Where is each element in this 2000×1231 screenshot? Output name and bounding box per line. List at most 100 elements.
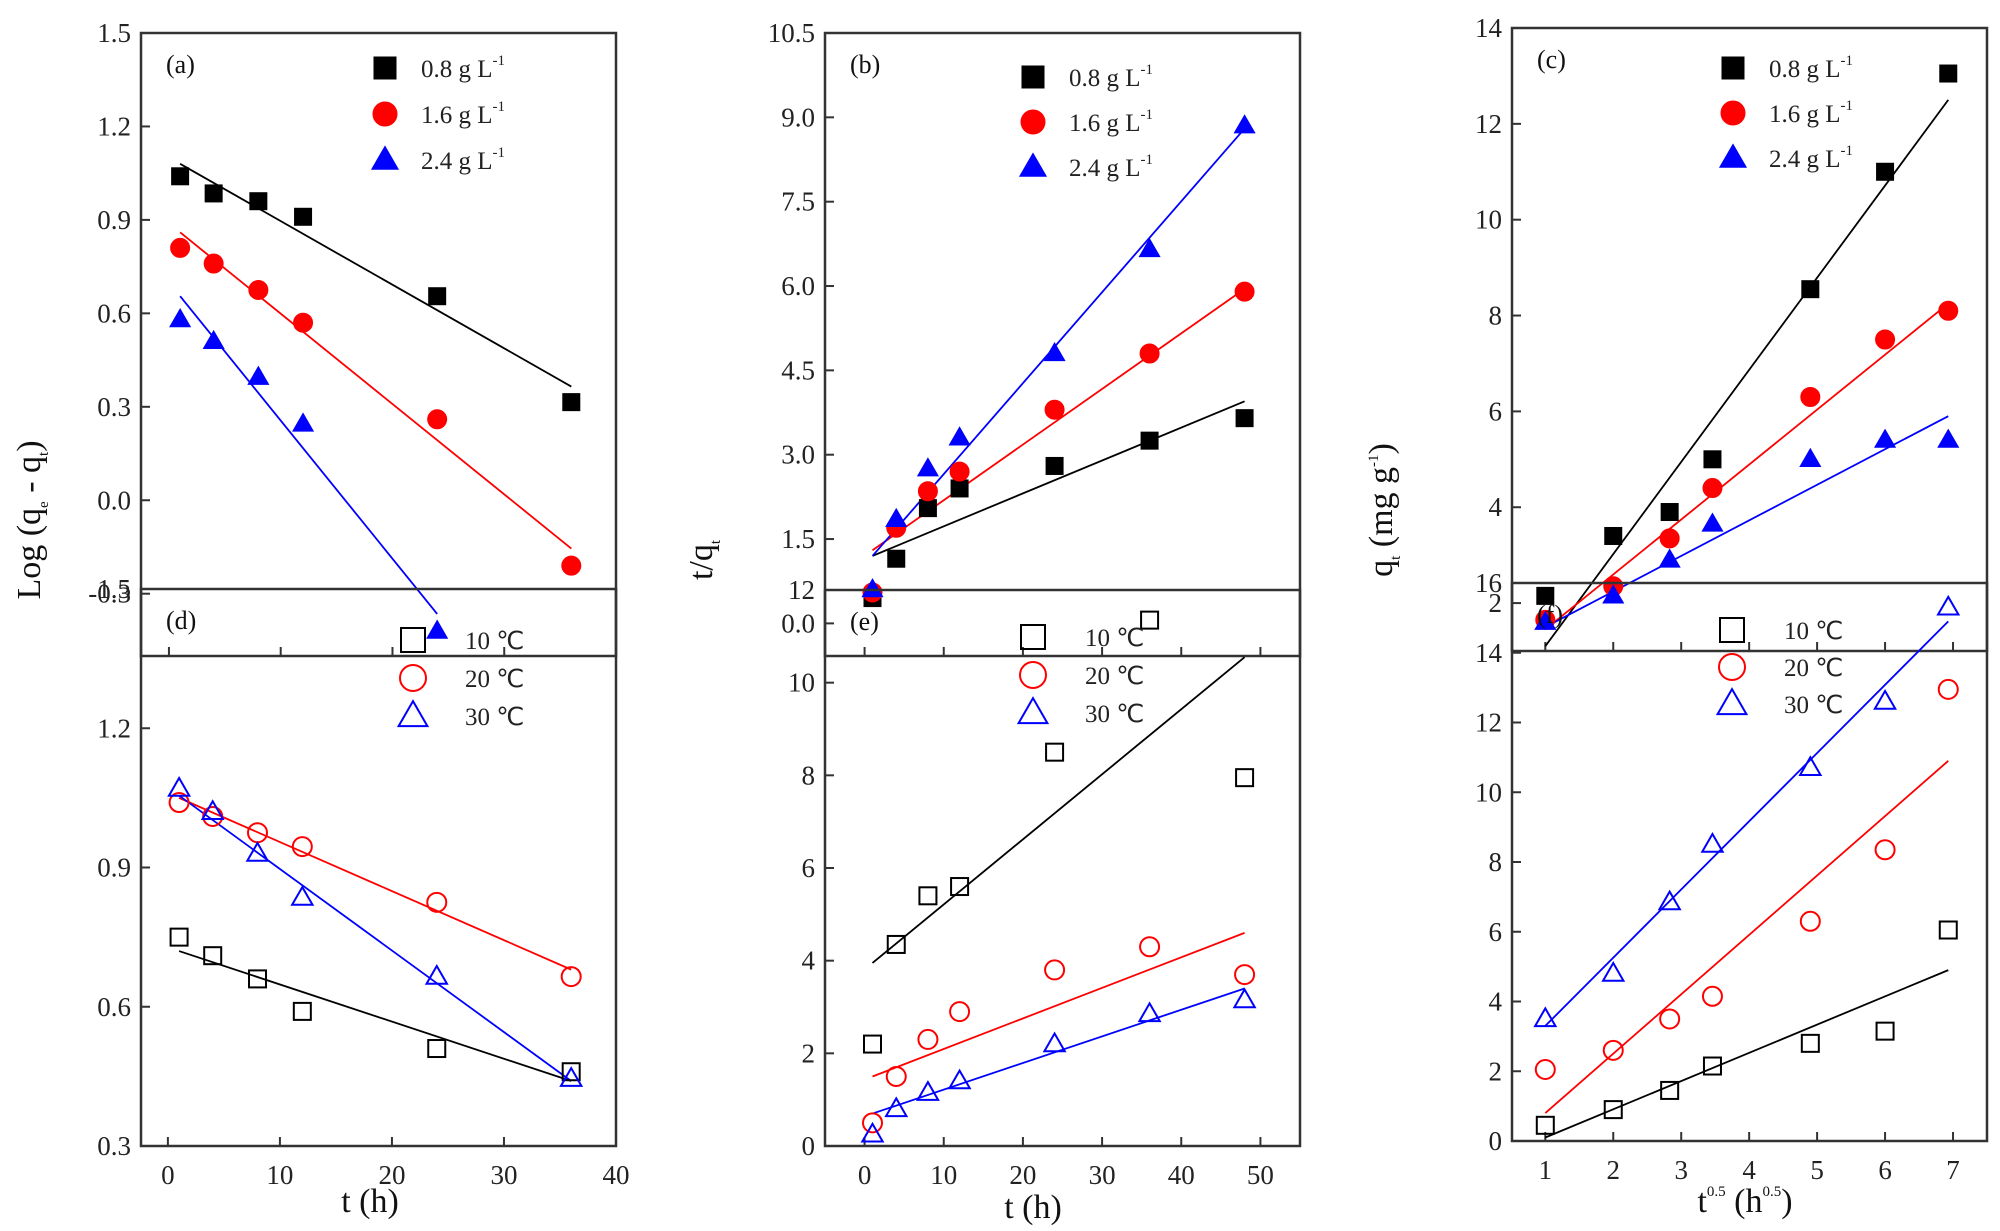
y-tick-label: 0.6: [97, 992, 131, 1022]
series-0: [1535, 920, 1958, 1135]
plot-frame: [139, 31, 618, 658]
legend-marker: [1021, 65, 1045, 89]
data-point: [950, 479, 969, 498]
data-point: [562, 393, 581, 412]
x-tick-label: 20: [1009, 1160, 1036, 1190]
x-tick-label: 20: [378, 1160, 405, 1190]
series-2: [1533, 594, 1961, 1028]
data-point: [1938, 300, 1959, 321]
y-tick-label: 0.3: [97, 392, 131, 422]
legend-marker: [1718, 143, 1748, 168]
data-point: [1602, 1039, 1624, 1061]
y-tick-label: 0: [802, 1131, 816, 1161]
ylabel-t-over-qt: t/qt: [683, 539, 724, 580]
legend-marker: [399, 664, 427, 692]
legend-label-text: 0.8 g L: [421, 56, 493, 83]
legend-label-text: 0.8 g L: [1069, 65, 1141, 92]
data-point: [1139, 936, 1161, 958]
data-point: [1702, 478, 1723, 499]
y-tick-label: 10.5: [768, 18, 815, 48]
data-point: [1137, 1001, 1162, 1023]
data-point: [1534, 610, 1557, 630]
data-point: [559, 1066, 584, 1087]
data-point: [1234, 281, 1255, 302]
data-point: [1873, 689, 1898, 710]
data-point: [886, 934, 906, 954]
y-tick-label: 4.5: [781, 355, 815, 385]
fit-line-0: [871, 656, 1246, 964]
legend-marker: [1016, 696, 1050, 725]
data-point: [885, 1066, 907, 1087]
legend-label: 1.6 g L-1: [1769, 98, 1853, 128]
data-point: [1659, 1008, 1681, 1030]
data-point: [916, 457, 939, 477]
legend-marker: [396, 699, 430, 728]
legend-marker: [1721, 56, 1745, 80]
data-point: [863, 1034, 882, 1054]
legend-label-text: 2.4 g L: [421, 148, 493, 175]
x-tick-label: 0: [858, 1160, 872, 1190]
legend-label: 10 ℃: [1085, 625, 1144, 652]
legend-label-superscript: -1: [1141, 62, 1154, 78]
y-tick-label: 7.5: [781, 187, 815, 217]
legend-marker: [1020, 624, 1046, 650]
data-point: [1874, 839, 1896, 861]
legend-marker: [1719, 617, 1745, 643]
series-0: [169, 927, 581, 1082]
data-point: [203, 946, 223, 966]
x-tick-label: 1: [1539, 1155, 1553, 1185]
y-tick-label: 1.2: [97, 111, 131, 141]
y-tick-label: 1.5: [781, 524, 815, 554]
data-point: [1937, 678, 1959, 700]
panel-b: 10.59.07.56.04.53.01.50.0(b) 0.8 g L-11.6…: [768, 18, 1302, 658]
legend-label: 20 ℃: [1085, 663, 1144, 690]
data-point: [428, 287, 447, 306]
data-point: [1798, 755, 1823, 776]
fit-line-1: [1544, 302, 1949, 631]
legend: 10 ℃ 20 ℃ 30 ℃: [396, 627, 524, 731]
data-point: [169, 308, 192, 328]
series-2: [861, 114, 1256, 598]
legend-label: 1.6 g L-1: [1069, 107, 1153, 137]
data-point: [1875, 329, 1896, 350]
y-tick-label: 8: [802, 760, 816, 790]
y-tick-label: 8: [1489, 847, 1503, 877]
data-point: [917, 481, 938, 502]
y-tick-label: 10: [788, 668, 815, 698]
fit-line-0: [1544, 969, 1949, 1139]
data-point: [1938, 920, 1958, 940]
data-point: [424, 964, 449, 985]
data-point: [561, 555, 582, 576]
legend-label-superscript: -1: [1841, 98, 1854, 114]
data-point: [170, 237, 191, 258]
legend-marker: [1018, 152, 1048, 177]
legend-label-text: 30 ℃: [1784, 692, 1843, 719]
panels: 1.51.20.90.60.30.0-0.3(a) 0.8 g L-11.6 g …: [88, 13, 1989, 1190]
data-point: [1800, 1033, 1820, 1053]
xlabel-f: t0.5 (h0.5): [1697, 1183, 1792, 1220]
data-point: [1874, 428, 1897, 448]
data-point: [918, 886, 938, 906]
data-point: [1534, 1059, 1556, 1081]
legend-marker: [1718, 653, 1746, 681]
data-point: [1702, 1056, 1722, 1076]
x-tick-label: 30: [490, 1160, 517, 1190]
y-tick-label: 6: [1489, 917, 1503, 947]
data-point: [862, 1112, 883, 1134]
data-point: [1701, 512, 1724, 532]
fit-line-2: [1544, 415, 1949, 628]
data-point: [1936, 594, 1961, 616]
data-point: [1234, 964, 1256, 986]
legend-label: 20 ℃: [1784, 655, 1843, 682]
legend-label: 0.8 g L-1: [1069, 62, 1153, 92]
x-tick-label: 30: [1089, 1160, 1116, 1190]
legend: 0.8 g L-11.6 g L-12.4 g L-1: [1018, 62, 1153, 182]
ylabel-qt: qt (mg g-1): [1363, 443, 1404, 577]
data-point: [1232, 987, 1257, 1009]
x-tick-label: 7: [1946, 1155, 1960, 1185]
data-point: [1658, 548, 1681, 568]
y-tick-label: 2: [1489, 588, 1503, 618]
